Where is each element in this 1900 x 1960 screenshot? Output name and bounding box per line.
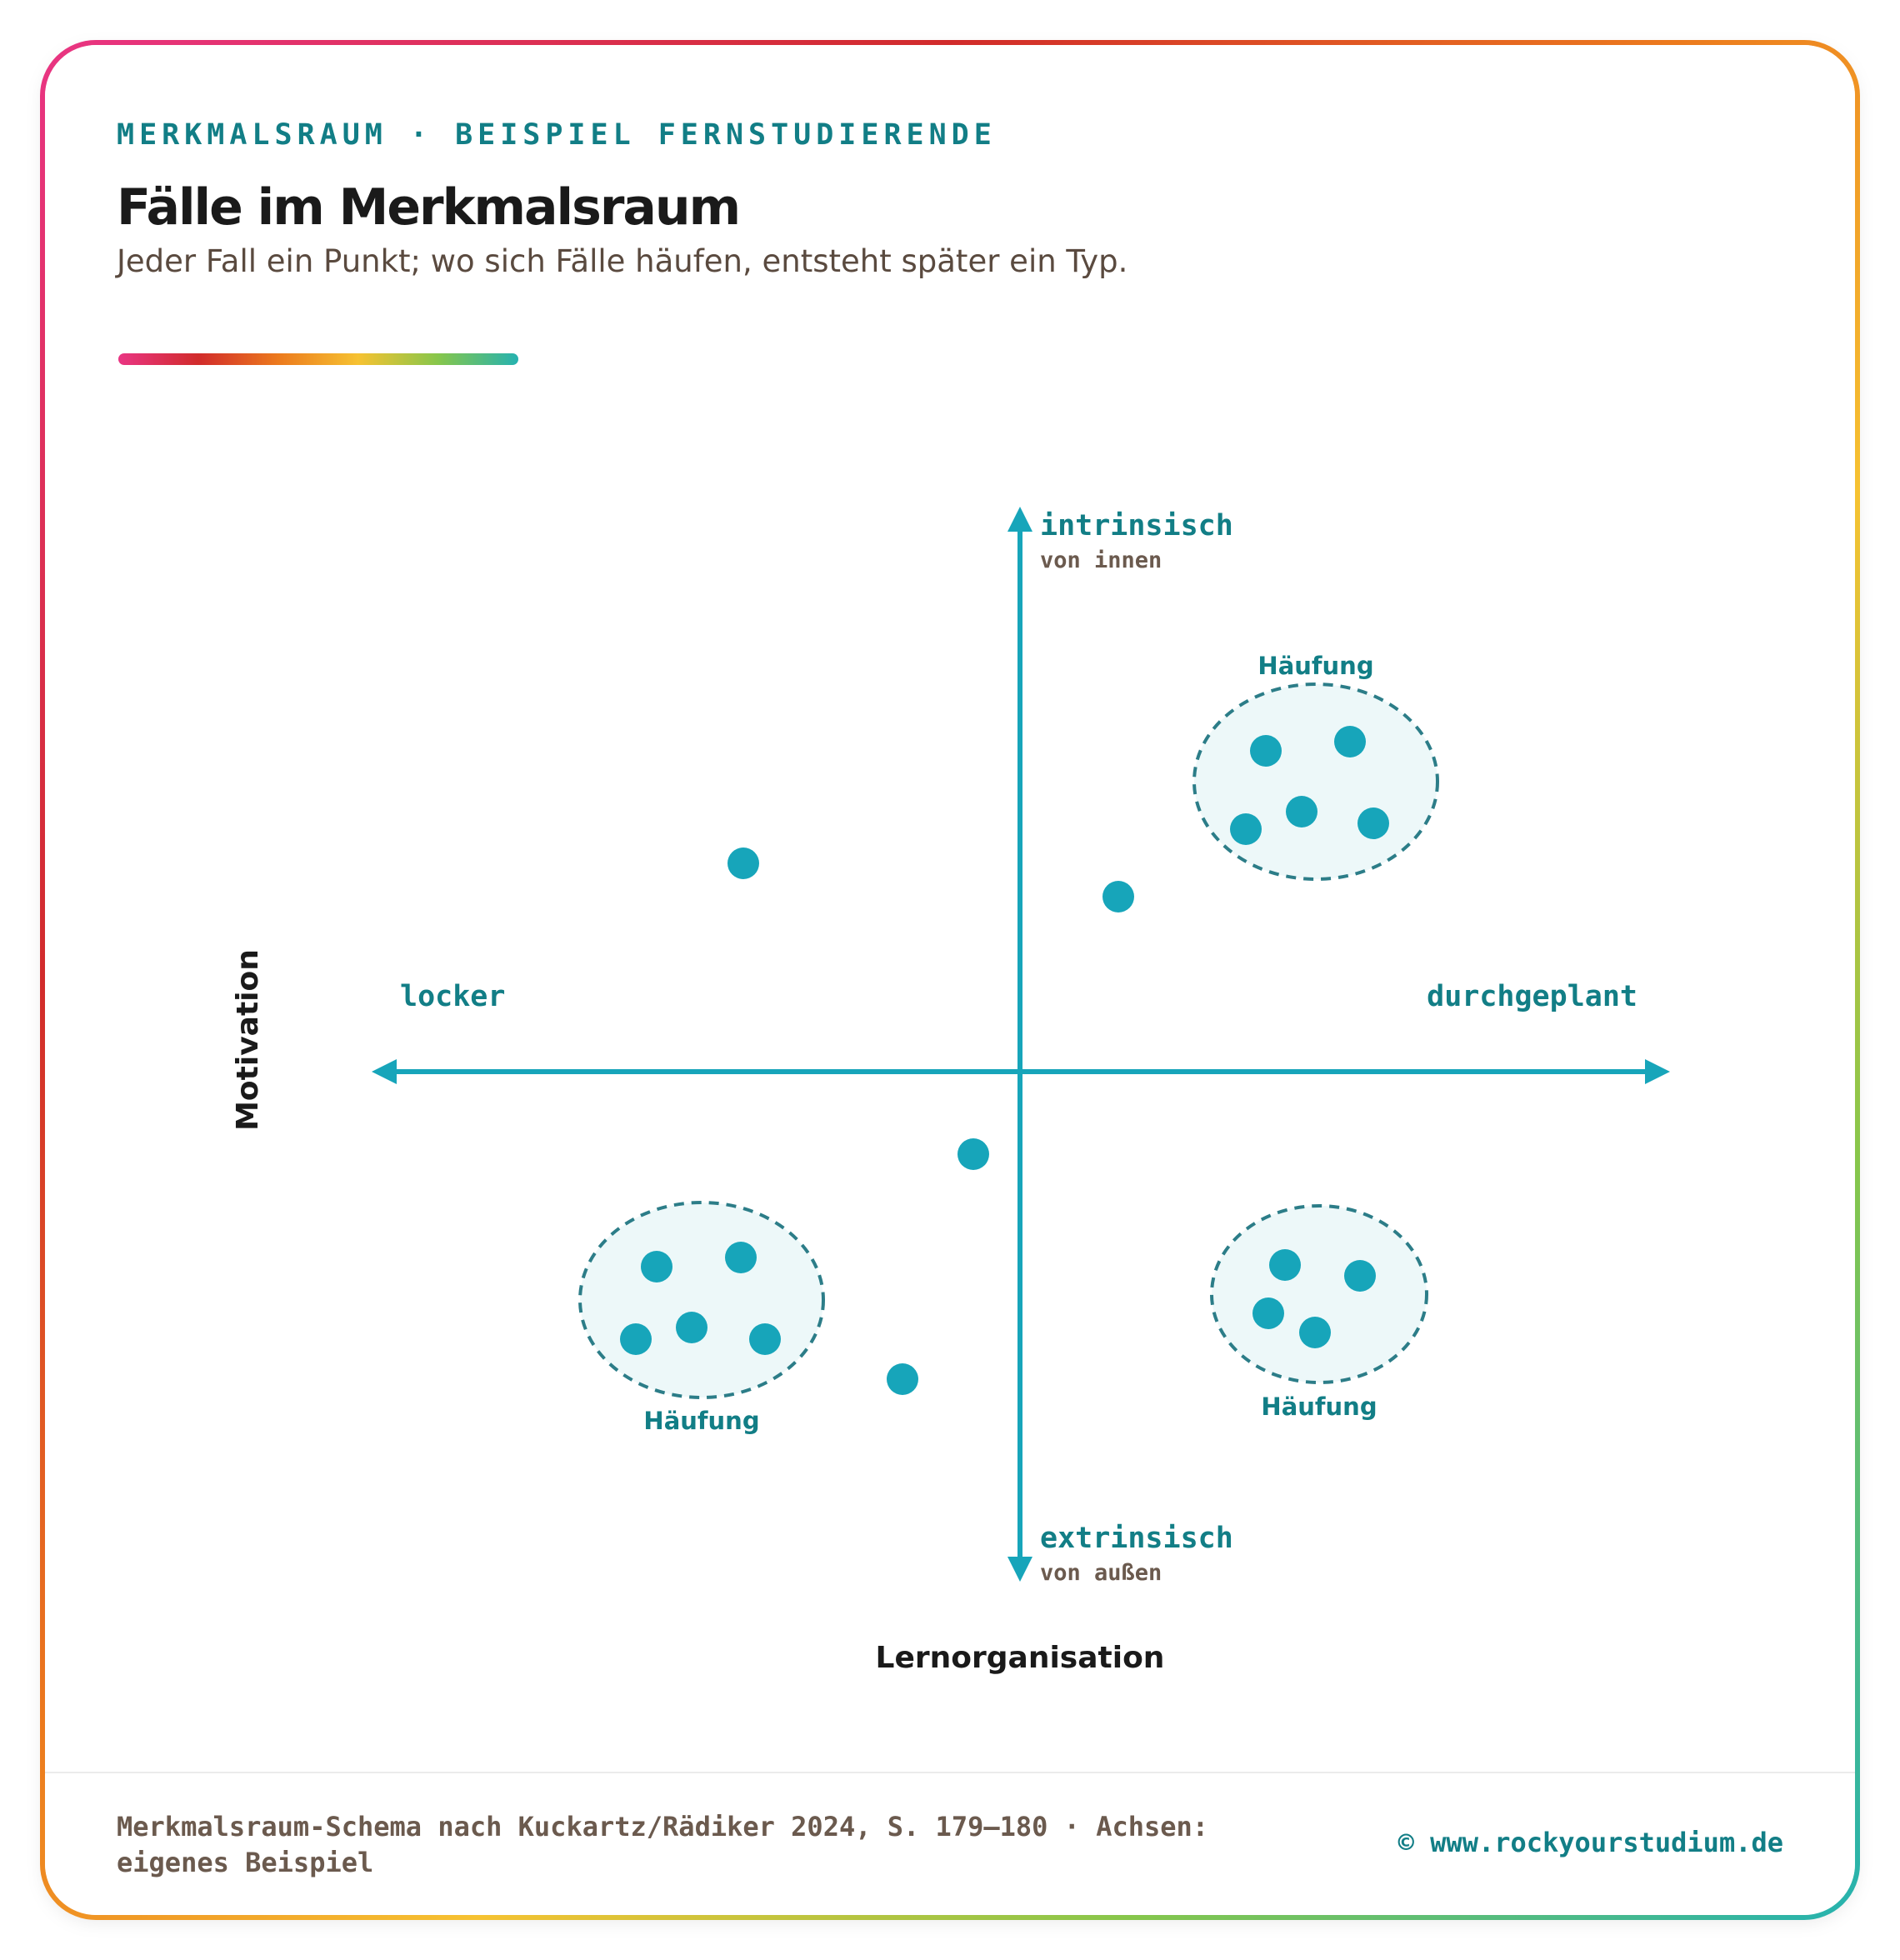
case-point — [1250, 735, 1282, 767]
page-title: Fälle im Merkmalsraum — [117, 178, 741, 237]
case-point — [958, 1138, 989, 1170]
cluster-top-right — [1192, 682, 1439, 881]
accent-bar — [118, 353, 518, 365]
cluster-label-top-right: Häufung — [1258, 652, 1373, 680]
cluster-bottom-left — [578, 1201, 825, 1399]
y-bottom-sublabel: von außen — [1040, 1560, 1162, 1586]
case-point — [1299, 1317, 1331, 1348]
case-points — [620, 726, 1389, 1395]
cluster-bottom-right — [1210, 1204, 1428, 1384]
y-bottom-label: extrinsisch — [1040, 1522, 1233, 1555]
x-left-label: locker — [400, 980, 505, 1013]
footer-divider — [45, 1772, 1855, 1773]
x-axis-title: Lernorganisation — [876, 1641, 1165, 1675]
feature-space-diagram: intrinsisch von innen extrinsisch von au… — [231, 507, 1670, 1675]
footer-source: Merkmalsraum-Schema nach Kuckartz/Rädike… — [117, 1811, 1209, 1878]
eyebrow: MERKMALSRAUM · BEISPIEL FERNSTUDIERENDE — [117, 118, 997, 152]
case-point — [887, 1363, 918, 1395]
case-point — [620, 1323, 652, 1355]
case-point — [1344, 1260, 1376, 1292]
cluster-label-bottom-left: Häufung — [643, 1407, 759, 1435]
case-point — [641, 1251, 672, 1282]
case-point — [749, 1323, 781, 1355]
card: MERKMALSRAUM · BEISPIEL FERNSTUDIERENDE … — [45, 45, 1855, 1915]
page-subtitle: Jeder Fall ein Punkt; wo sich Fälle häuf… — [117, 243, 1128, 279]
y-top-label: intrinsisch — [1040, 509, 1233, 542]
case-point — [725, 1242, 757, 1273]
case-point — [676, 1312, 708, 1343]
case-point — [1269, 1249, 1301, 1281]
case-point — [1334, 726, 1366, 758]
case-point — [1102, 881, 1134, 912]
case-point — [728, 848, 759, 879]
footer-copyright: © www.rockyourstudium.de — [1398, 1827, 1783, 1858]
case-point — [1286, 796, 1318, 828]
case-point — [1230, 813, 1262, 845]
case-point — [1358, 808, 1389, 839]
x-right-label: durchgeplant — [1427, 980, 1638, 1013]
y-axis-title: Motivation — [231, 949, 265, 1131]
case-point — [1252, 1298, 1284, 1329]
cluster-label-bottom-right: Häufung — [1261, 1392, 1377, 1421]
y-top-sublabel: von innen — [1040, 548, 1162, 573]
